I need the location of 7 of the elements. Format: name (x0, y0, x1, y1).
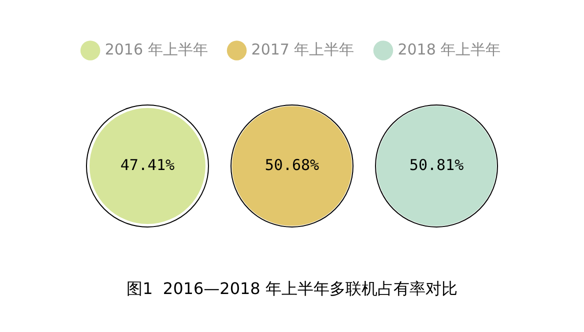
category-label: 2017 年上半年 (251, 40, 354, 58)
data-label: 50.81% (409, 156, 464, 174)
text: 图1 2016—2018 年上半年多联机占有率对比 (126, 278, 458, 298)
category-label: 2018 年上半年 (398, 40, 501, 58)
category-label: 2016 年上半年 (104, 40, 208, 58)
data-label: 47.41% (120, 156, 175, 174)
data-label: 50.68% (264, 156, 320, 174)
